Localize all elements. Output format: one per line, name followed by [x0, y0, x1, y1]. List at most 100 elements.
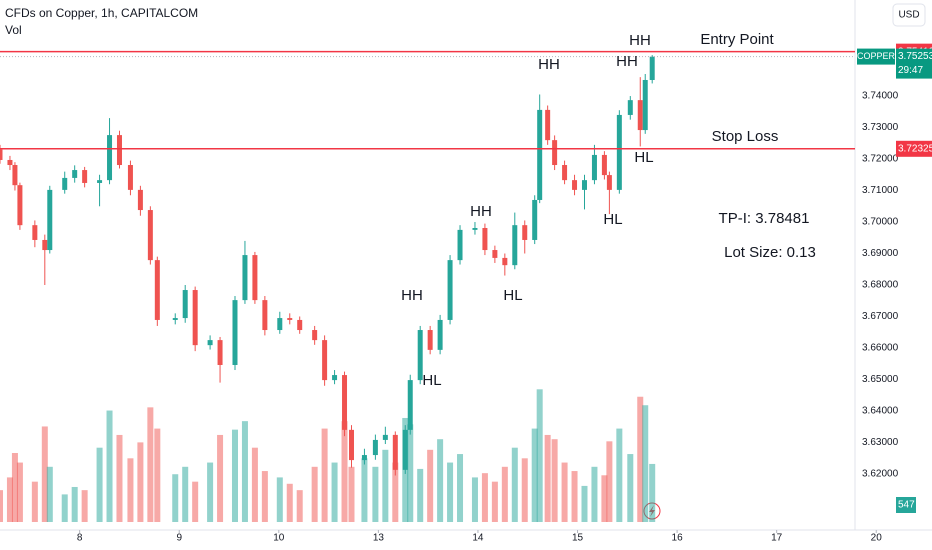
- x-tick-label: 13: [373, 533, 385, 544]
- candle-body: [512, 225, 518, 266]
- y-tick-label: 3.65000: [862, 374, 899, 385]
- x-tick-label: 9: [176, 533, 182, 544]
- countdown: 29:47: [898, 65, 923, 76]
- candle-body: [348, 429, 354, 461]
- y-tick-label: 3.64000: [862, 406, 899, 417]
- candle-body: [127, 165, 133, 190]
- y-tick-label: 3.73000: [862, 122, 899, 133]
- volume-bar: [382, 449, 389, 522]
- candle-body: [642, 79, 648, 131]
- volume-bar: [372, 466, 379, 522]
- level-name: Stop Loss: [712, 128, 779, 145]
- candle-body: [552, 140, 558, 166]
- candle-body: [182, 290, 188, 319]
- volume-bar: [481, 473, 488, 522]
- volume-bar: [172, 474, 179, 522]
- candle-body: [361, 455, 367, 461]
- candle-body: [217, 340, 223, 365]
- chart-title: CFDs on Copper, 1h, CAPITALCOM: [5, 6, 198, 20]
- volume-bar: [551, 439, 558, 522]
- candle-body: [382, 434, 388, 440]
- candle-body: [192, 290, 198, 346]
- candle-body: [332, 375, 338, 381]
- annotation: HH: [401, 287, 423, 304]
- currency[interactable]: USD: [898, 10, 919, 21]
- candle-body: [437, 319, 443, 350]
- volume-bar: [192, 481, 199, 522]
- x-tick-label: 20: [871, 533, 883, 544]
- volume-bar: [361, 458, 368, 522]
- annotation: TP-I: 3.78481: [719, 210, 810, 227]
- candle-body: [0, 149, 3, 160]
- annotation: HH: [470, 203, 492, 220]
- candle-body: [606, 175, 612, 190]
- candle-body: [637, 100, 643, 131]
- y-tick-label: 3.68000: [862, 280, 899, 291]
- candle-body: [62, 177, 68, 190]
- y-tick-label: 3.66000: [862, 343, 899, 354]
- volume-bar: [241, 421, 248, 522]
- volume-bar: [437, 439, 444, 522]
- volume-bar: [581, 485, 588, 522]
- candle-body: [417, 330, 423, 381]
- last-price-box: [896, 48, 932, 79]
- x-tick-label: 14: [472, 533, 484, 544]
- y-tick-label: 3.71000: [862, 185, 899, 196]
- annotation: HL: [603, 211, 622, 228]
- candle-body: [287, 318, 293, 320]
- candle-body: [232, 300, 238, 365]
- volume-badge: [896, 497, 916, 513]
- candle-body: [12, 165, 18, 186]
- volume-bar: [106, 410, 113, 522]
- volume-bar: [392, 462, 399, 522]
- currency-button[interactable]: [892, 3, 926, 27]
- annotation: HH: [538, 56, 560, 73]
- candle-body: [137, 189, 143, 211]
- volume-bar: [642, 405, 649, 522]
- volume-bar: [501, 466, 508, 522]
- level-price-box: [896, 140, 932, 157]
- volume-bar: [41, 426, 48, 522]
- candle-body: [392, 434, 398, 470]
- annotation: HL: [503, 287, 522, 304]
- x-tick-label: 10: [273, 533, 285, 544]
- volume-bar: [536, 389, 543, 522]
- volume-bar: [46, 466, 53, 522]
- candle-body: [147, 210, 153, 261]
- candle-body: [116, 135, 122, 166]
- x-tick-label: 15: [572, 533, 584, 544]
- volume-bar: [331, 462, 338, 522]
- y-tick-label: 3.69000: [862, 248, 899, 259]
- volume-bar: [511, 447, 518, 522]
- candle-body: [47, 189, 53, 251]
- candle-body: [72, 170, 78, 178]
- candle-body: [427, 330, 433, 350]
- candle-body: [322, 340, 328, 381]
- volume-bar: [71, 486, 78, 522]
- volume-bar: [616, 428, 623, 522]
- volume-bar: [591, 466, 598, 522]
- volume-bar: [447, 462, 454, 522]
- candle-body: [372, 439, 378, 456]
- volume-bar: [427, 449, 434, 522]
- volume-bar: [348, 466, 355, 522]
- candle-body: [262, 300, 268, 331]
- volume-bar: [531, 428, 538, 522]
- volume-bar: [286, 483, 293, 522]
- candle-body: [42, 239, 48, 251]
- volume-bar: [182, 466, 189, 522]
- volume-bar: [606, 441, 613, 522]
- candle-body: [562, 165, 568, 181]
- candle-body: [277, 318, 283, 331]
- volume-bar: [96, 447, 103, 522]
- volume-bar: [296, 490, 303, 522]
- candle-body: [502, 257, 508, 266]
- candle-body: [472, 227, 478, 230]
- candle-body: [172, 318, 178, 320]
- candle-body: [402, 429, 408, 470]
- candle-body: [572, 180, 578, 190]
- level-price: 3.72325: [898, 143, 932, 154]
- candle-body: [545, 109, 551, 141]
- y-tick-label: 3.72000: [862, 154, 899, 165]
